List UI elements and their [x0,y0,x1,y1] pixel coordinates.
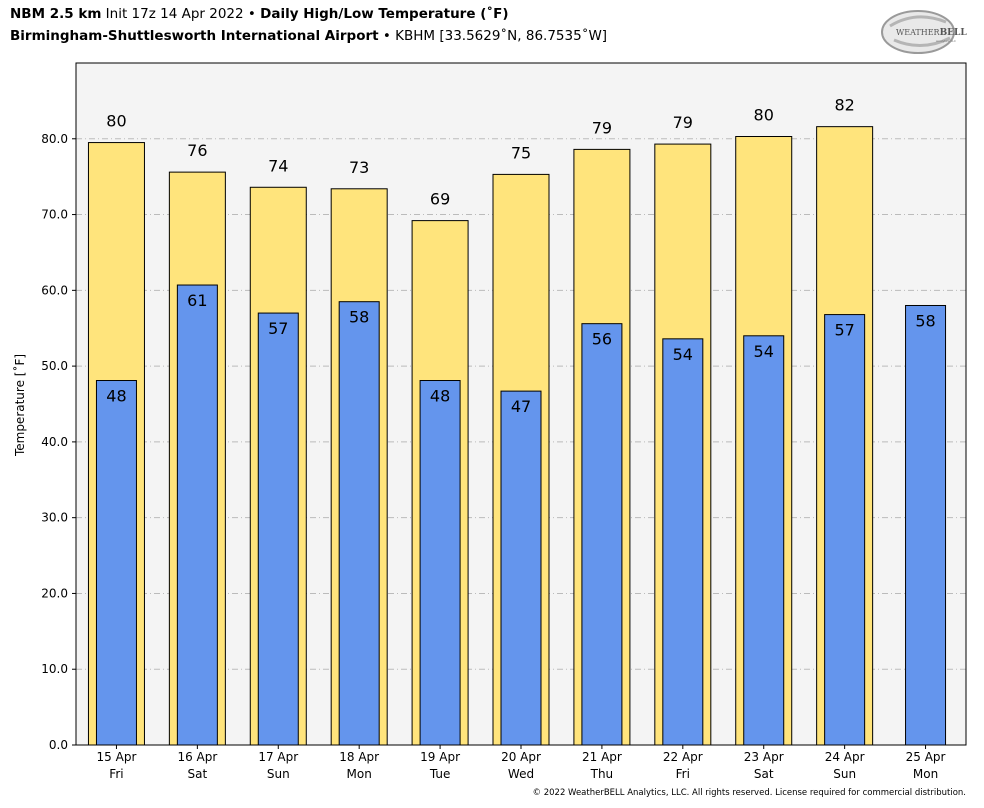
copyright-notice: © 2022 WeatherBELL Analytics, LLC. All r… [532,788,966,798]
svg-text:Analytics LLC: Analytics LLC [936,39,956,43]
x-tick-date: 16 Apr [177,750,217,764]
y-tick-label: 80.0 [41,132,68,146]
high-temp-label: 79 [673,113,693,132]
x-tick-date: 18 Apr [339,750,379,764]
x-tick-weekday: Tue [429,767,451,781]
x-tick-weekday: Fri [676,767,690,781]
x-axis: 15 Apr Fri 16 Apr Sat 17 Apr Sun 18 Apr Mon 19 A… [97,745,946,781]
product-name: Daily High/Low Temperature (˚F) [260,6,509,22]
x-tick-date: 20 Apr [501,750,541,764]
y-tick-label: 30.0 [41,511,68,525]
y-tick-label: 10.0 [41,662,68,676]
low-temp-label: 48 [430,387,450,406]
low-temp-bar [824,314,866,746]
model-name: NBM 2.5 km [10,6,102,22]
init-time: Init 17z 14 Apr 2022 • [101,6,261,22]
high-temp-label: 80 [106,112,126,131]
high-temp-label: 82 [834,96,854,115]
x-tick-weekday: Mon [913,767,938,781]
x-tick-date: 17 Apr [258,750,298,764]
x-tick-date: 15 Apr [97,750,137,764]
low-temp-label: 54 [673,345,693,364]
low-temp-label: 47 [511,397,531,416]
station-info: • KBHM [33.5629˚N, 86.7535˚W] [378,28,608,44]
low-temp-label: 58 [915,311,935,330]
low-temp-label: 57 [268,319,288,338]
high-temp-label: 76 [187,141,207,160]
low-temp-label: 48 [106,387,126,406]
low-temp-bar [257,312,299,746]
x-tick-date: 25 Apr [906,750,946,764]
low-temp-label: 58 [349,308,369,327]
y-tick-label: 40.0 [41,435,68,449]
x-tick-weekday: Sat [188,767,208,781]
x-tick-date: 19 Apr [420,750,460,764]
x-tick-weekday: Sun [833,767,856,781]
y-tick-label: 70.0 [41,208,68,222]
value-labels: 80 48 76 61 74 57 73 58 69 48 75 47 79 56 79 54 80 54 82 57… [106,96,935,416]
low-temp-label: 56 [592,330,612,349]
low-temp-label: 61 [187,291,207,310]
high-temp-label: 73 [349,158,369,177]
high-temp-label: 74 [268,156,288,175]
x-tick-weekday: Mon [347,767,372,781]
x-tick-date: 21 Apr [582,750,622,764]
y-axis-label: Temperature [˚F] [12,354,27,457]
x-tick-weekday: Thu [590,767,614,781]
x-tick-date: 23 Apr [744,750,784,764]
low-temp-bar [662,338,704,746]
y-axis: 0.0 10.0 20.0 30.0 40.0 50.0 60.0 70.0 80.0 [41,132,76,752]
low-temp-bar [905,304,947,746]
svg-text:WEATHERBELL: WEATHERBELL [896,28,967,38]
low-temp-bar [95,380,137,746]
station-name: Birmingham-Shuttlesworth International A… [10,28,379,44]
low-temp-label: 54 [754,342,774,361]
high-temp-label: 75 [511,143,531,162]
chart-subtitle: Birmingham-Shuttlesworth International A… [10,28,607,44]
high-temp-label: 80 [754,106,774,125]
x-tick-weekday: Fri [109,767,123,781]
low-temp-label: 57 [834,321,854,340]
y-tick-label: 20.0 [41,586,68,600]
weatherbell-logo: WEATHERBELL Analytics LLC [881,10,967,54]
x-tick-weekday: Sun [267,767,290,781]
y-tick-label: 0.0 [49,738,68,752]
low-temp-bar [500,390,542,746]
x-tick-weekday: Sat [754,767,774,781]
chart-title: NBM 2.5 km Init 17z 14 Apr 2022 • Daily … [10,6,509,22]
low-temp-bar [338,301,380,746]
high-temp-label: 79 [592,118,612,137]
bars [87,126,947,746]
y-tick-label: 60.0 [41,283,68,297]
low-temp-bar [743,335,785,746]
x-tick-date: 22 Apr [663,750,703,764]
low-temp-bar [419,380,461,746]
x-tick-date: 24 Apr [825,750,865,764]
low-temp-bar [581,323,623,746]
high-temp-label: 69 [430,190,450,209]
y-tick-label: 50.0 [41,359,68,373]
x-tick-weekday: Wed [508,767,534,781]
low-temp-bar [176,284,218,746]
